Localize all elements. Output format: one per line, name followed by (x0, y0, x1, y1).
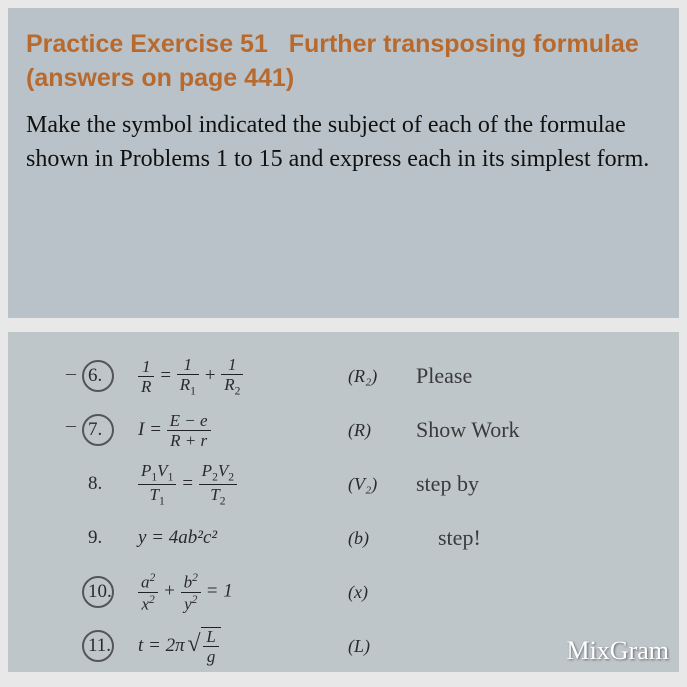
formula: a2x2 + b2y2 = 1 (138, 572, 348, 612)
subject: (x) (348, 582, 408, 603)
subject: (b) (348, 528, 408, 549)
formula: 1R = 1R1 + 1R2 (138, 356, 348, 397)
problem-number: 10. (88, 581, 138, 603)
instructions-text: Make the symbol indicated the subject of… (26, 108, 661, 178)
exercise-title: Practice Exercise 51 Further transposing… (26, 28, 661, 96)
subject: (R₂) (348, 366, 408, 387)
problem-number: 11. (88, 635, 138, 657)
problem-number: 6. (88, 365, 138, 387)
handwriting: Show Work (416, 417, 520, 443)
problem-row: 8. P1V1T1 = P2V2T2 (V₂) step by (88, 460, 649, 508)
formula: I = E − eR + r (138, 412, 348, 449)
formula: P1V1T1 = P2V2T2 (138, 462, 348, 507)
formula: t = 2π Lg (138, 627, 348, 665)
problem-number: 7. (88, 419, 138, 441)
subject: (V₂) (348, 474, 408, 495)
watermark: MixGram (566, 636, 669, 666)
handwriting: step! (438, 525, 481, 551)
subject: (R) (348, 420, 408, 441)
problem-number: 9. (88, 527, 138, 549)
problem-row: 6. 1R = 1R1 + 1R2 (R₂) Please (88, 352, 649, 400)
dash-mark: – (66, 362, 76, 385)
panel-gap (8, 318, 679, 332)
problem-row: 9. y = 4ab²c² (b) step! (88, 514, 649, 562)
top-panel: Practice Exercise 51 Further transposing… (8, 8, 679, 318)
problem-row: 11. t = 2π Lg (L) (88, 622, 649, 670)
problem-row: 7. I = E − eR + r (R) Show Work (88, 406, 649, 454)
handwriting: Please (416, 363, 472, 389)
subject: (L) (348, 636, 408, 657)
bottom-panel: – – 6. 1R = 1R1 + 1R2 (R₂) Please 7. I =… (8, 332, 679, 672)
title-part1: Practice Exercise 51 (26, 30, 268, 58)
problem-row: 10. a2x2 + b2y2 = 1 (x) (88, 568, 649, 616)
problem-number: 8. (88, 473, 138, 495)
formula: y = 4ab²c² (138, 527, 348, 549)
handwriting: step by (416, 471, 479, 497)
dash-mark: – (66, 414, 76, 437)
